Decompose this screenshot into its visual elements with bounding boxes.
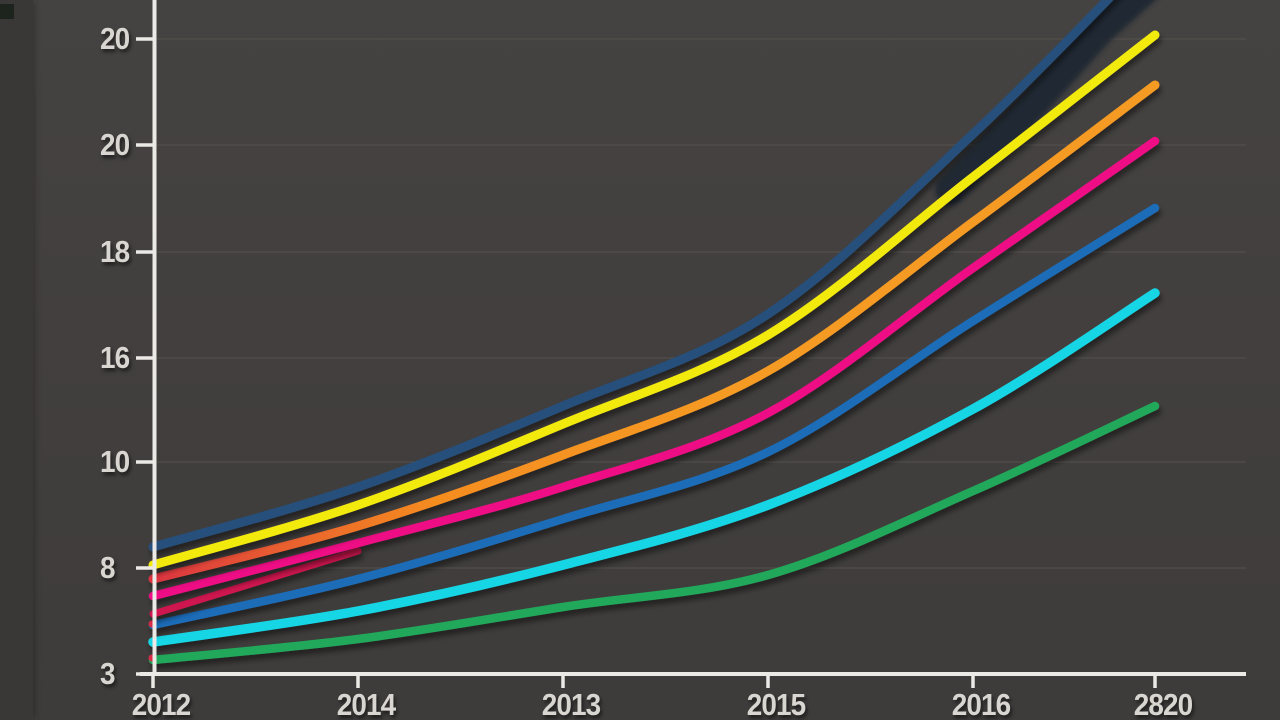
- left-margin-shade: [0, 0, 33, 720]
- x-tick-label: 2013: [541, 687, 601, 720]
- x-tick-label: 2012: [131, 687, 191, 720]
- y-tick-label: 20: [100, 127, 130, 162]
- x-tick-label: 2014: [336, 687, 396, 720]
- x-tick-label: 2016: [951, 687, 1011, 720]
- gridlines: [153, 38, 1246, 569]
- y-tick-label: 18: [100, 234, 130, 269]
- x-tick-label: 2015: [746, 687, 806, 720]
- corner-artifact: [0, 4, 14, 19]
- y-tick-label: 3: [100, 656, 116, 691]
- x-tick-label: 2820: [1133, 687, 1193, 720]
- y-tick-label: 8: [100, 550, 116, 585]
- y-tick-label: 16: [100, 340, 130, 375]
- axes: [136, 0, 1246, 688]
- y-tick-label: 20: [100, 21, 130, 56]
- y-tick-label: 10: [100, 444, 130, 479]
- series-lines: [148, 0, 1160, 665]
